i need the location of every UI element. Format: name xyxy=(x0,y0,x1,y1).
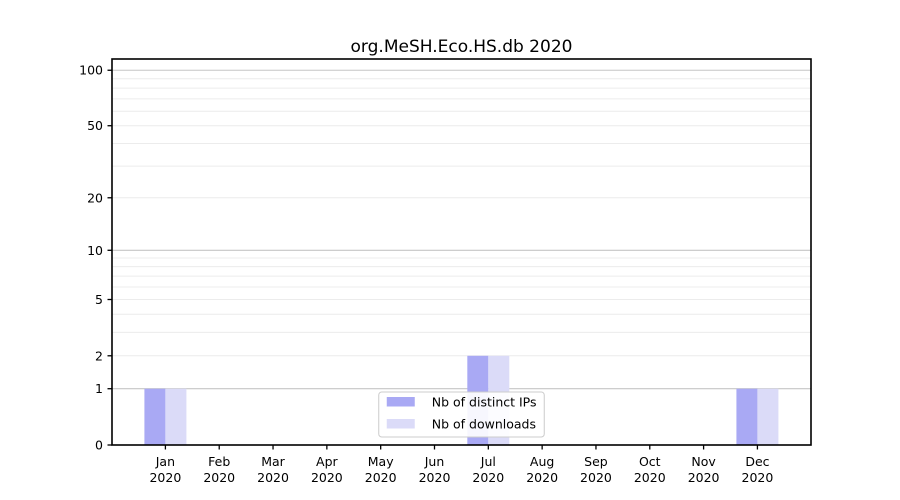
legend-box xyxy=(378,391,545,438)
legend-swatch xyxy=(386,397,415,407)
x-tick-label-month: Jul xyxy=(480,454,496,469)
x-tick-label-month: Apr xyxy=(316,454,338,469)
x-tick-label-year: 2020 xyxy=(634,470,666,485)
legend-label: Nb of downloads xyxy=(432,417,536,432)
x-tick-label-month: Jan xyxy=(155,454,175,469)
y-tick-label: 1 xyxy=(95,381,103,396)
y-tick-label: 100 xyxy=(79,63,103,78)
plot-frame xyxy=(111,58,812,446)
x-tick-label-month: Jun xyxy=(424,454,445,469)
legend-label: Nb of distinct IPs xyxy=(432,395,537,410)
x-tick-label-year: 2020 xyxy=(526,470,558,485)
x-tick-label-year: 2020 xyxy=(472,470,504,485)
gridlines-layer xyxy=(112,69,811,390)
x-tick-label-month: Nov xyxy=(691,454,716,469)
x-tick-label-year: 2020 xyxy=(257,470,289,485)
bar xyxy=(165,388,187,445)
axes-layer xyxy=(107,58,812,450)
x-tick-label-year: 2020 xyxy=(580,470,612,485)
legend: Nb of distinct IPs Nb of downloads xyxy=(378,391,545,438)
x-tick-label-month: Feb xyxy=(208,454,230,469)
bar xyxy=(736,388,758,445)
x-tick-label-month: Dec xyxy=(745,454,769,469)
x-tick-label-month: Mar xyxy=(261,454,285,469)
x-tick-label-year: 2020 xyxy=(419,470,451,485)
bar xyxy=(144,388,166,445)
bar xyxy=(757,388,779,445)
x-tick-label-month: Oct xyxy=(639,454,661,469)
chart-title: org.MeSH.Eco.HS.db 2020 xyxy=(351,37,573,57)
x-tick-label-month: Aug xyxy=(530,454,554,469)
y-tick-label: 50 xyxy=(87,118,103,133)
x-tick-label-year: 2020 xyxy=(311,470,343,485)
x-tick-label-year: 2020 xyxy=(203,470,235,485)
x-tick-label-year: 2020 xyxy=(365,470,397,485)
y-tick-label: 0 xyxy=(95,438,103,453)
y-tick-label: 5 xyxy=(95,292,103,307)
x-tick-label-year: 2020 xyxy=(688,470,720,485)
x-tick-label-month: Sep xyxy=(584,454,608,469)
x-tick-label-year: 2020 xyxy=(149,470,181,485)
y-tick-label: 10 xyxy=(87,243,103,258)
axis-labels-layer: 0125102050100Jan2020Feb2020Mar2020Apr202… xyxy=(79,63,773,485)
x-tick-label-month: May xyxy=(368,454,394,469)
y-tick-label: 2 xyxy=(95,348,103,363)
y-tick-label: 20 xyxy=(87,190,103,205)
x-tick-label-year: 2020 xyxy=(742,470,774,485)
legend-swatch xyxy=(386,419,415,429)
